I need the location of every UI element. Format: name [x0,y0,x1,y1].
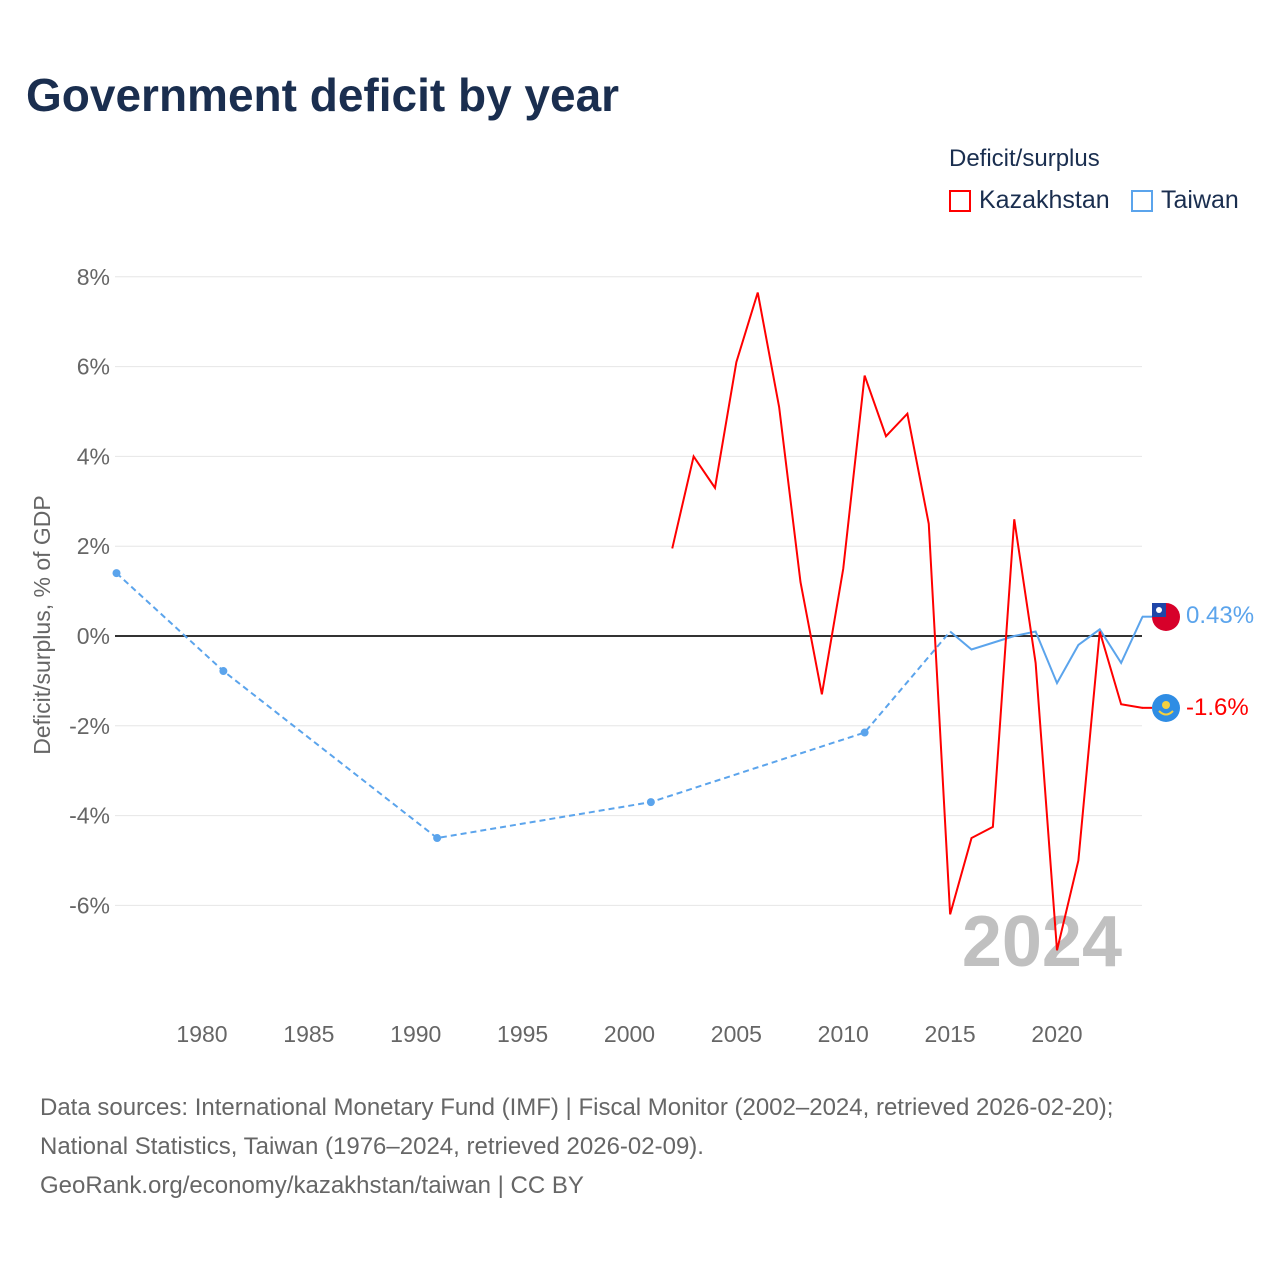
taiwan-point [433,834,442,843]
x-tick-label: 1985 [283,1021,334,1047]
kazakhstan-end-label: -1.6% [1186,694,1249,721]
taiwan-line [949,616,1144,686]
y-tick-label: 8% [77,264,110,290]
x-tick-label: 1990 [390,1021,441,1047]
y-tick-label: 0% [77,623,110,649]
chart-title: Government deficit by year [26,69,620,121]
watermark-year: 2024 [962,902,1122,982]
footer-credit[interactable]: GeoRank.org/economy/kazakhstan/taiwan | … [40,1172,584,1199]
x-tick-label: 2020 [1031,1021,1082,1047]
y-tick-label: -4% [69,803,110,829]
taiwan-flag-sun [1156,607,1162,613]
footer: Data sources: International Monetary Fun… [40,1088,1113,1205]
y-tick-label: 4% [77,443,110,469]
taiwan-sparse-line [115,572,951,840]
x-tick-label: 2000 [604,1021,655,1047]
y-tick-label: -6% [69,892,110,918]
legend-item-taiwan[interactable]: Taiwan [1131,186,1239,215]
x-tick-label: 2005 [711,1021,762,1047]
y-tick-label: -2% [69,713,110,739]
x-tick-label: 1980 [176,1021,227,1047]
taiwan-end-label: 0.43% [1186,602,1254,629]
y-tick-label: 2% [77,533,110,559]
legend-swatch [949,189,971,212]
kazakhstan-line [671,292,1143,951]
kazakhstan-flag-eagle [1158,710,1174,716]
footer-source-line: National Statistics, Taiwan (1976–2024, … [40,1133,704,1160]
x-tick-label: 2010 [818,1021,869,1047]
legend-label: Taiwan [1161,186,1239,214]
legend-item-kazakhstan[interactable]: Kazakhstan [949,186,1110,215]
x-tick-label: 2015 [925,1021,976,1047]
legend-swatch [1131,189,1153,212]
footer-source-line: Data sources: International Monetary Fun… [40,1094,1114,1121]
y-tick-label: 6% [77,354,110,380]
taiwan-point [646,798,655,807]
kazakhstan-flag-sun [1162,701,1170,709]
taiwan-point [219,667,228,676]
x-tick-label: 1995 [497,1021,548,1047]
taiwan-point [112,569,121,578]
y-axis-label: Deficit/surplus, % of GDP [29,495,55,754]
legend-label: Kazakhstan [979,186,1110,214]
taiwan-point [860,728,869,737]
legend-title: Deficit/surplus [949,145,1100,172]
